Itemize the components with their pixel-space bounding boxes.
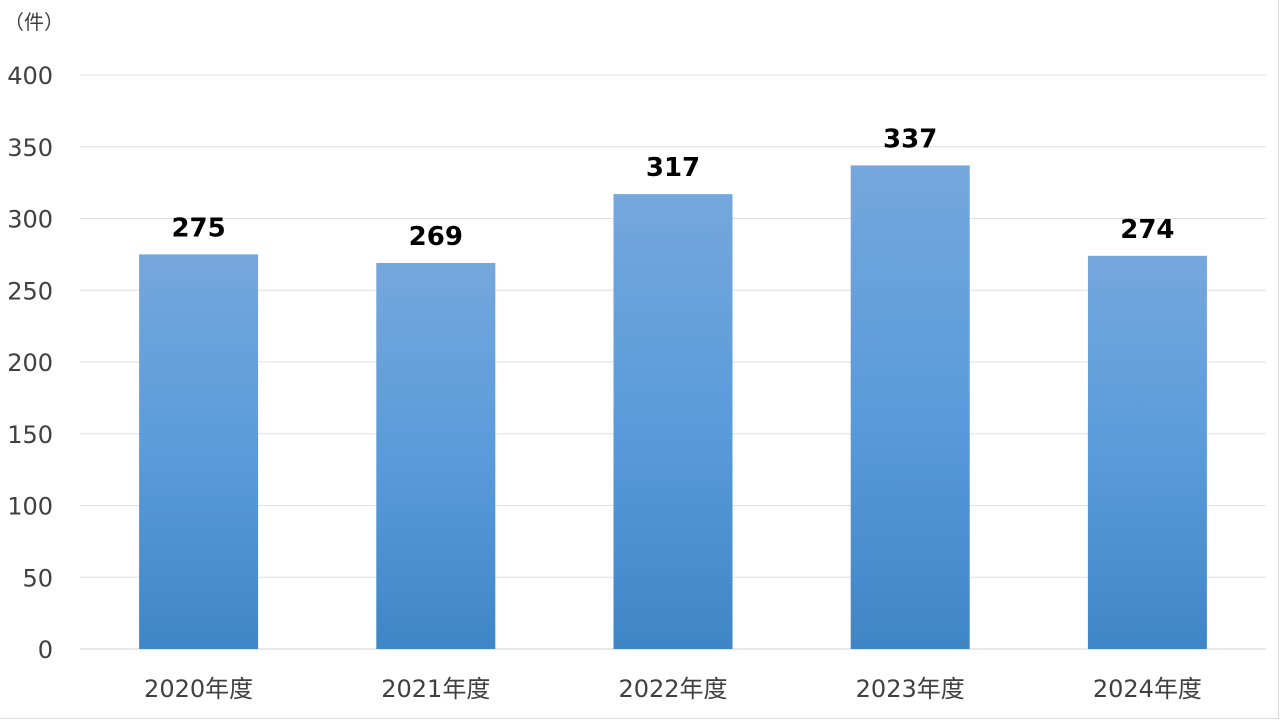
y-tick-label: 200 [7,349,53,377]
x-category-label: 2021年度 [381,675,490,703]
y-tick-label: 400 [7,62,53,90]
x-category-label: 2023年度 [856,675,965,703]
y-tick-label: 50 [22,564,53,592]
bar [613,194,733,650]
data-label: 274 [1120,215,1174,245]
y-tick-label: 350 [7,134,53,162]
y-tick-label: 250 [7,277,53,305]
data-label: 269 [409,222,463,252]
x-category-label: 2022年度 [618,675,727,703]
y-unit-label: （件） [4,10,64,34]
bar [139,254,259,649]
bar [1087,255,1207,649]
bar [850,165,970,649]
y-tick-label: 0 [38,636,53,664]
data-label: 317 [646,153,700,183]
x-category-label: 2024年度 [1093,675,1202,703]
data-label: 337 [883,124,937,154]
y-tick-label: 300 [7,206,53,234]
data-label: 275 [171,213,225,243]
y-tick-label: 100 [7,493,53,521]
x-category-label: 2020年度 [144,675,253,703]
bar [376,262,496,649]
y-tick-label: 150 [7,421,53,449]
